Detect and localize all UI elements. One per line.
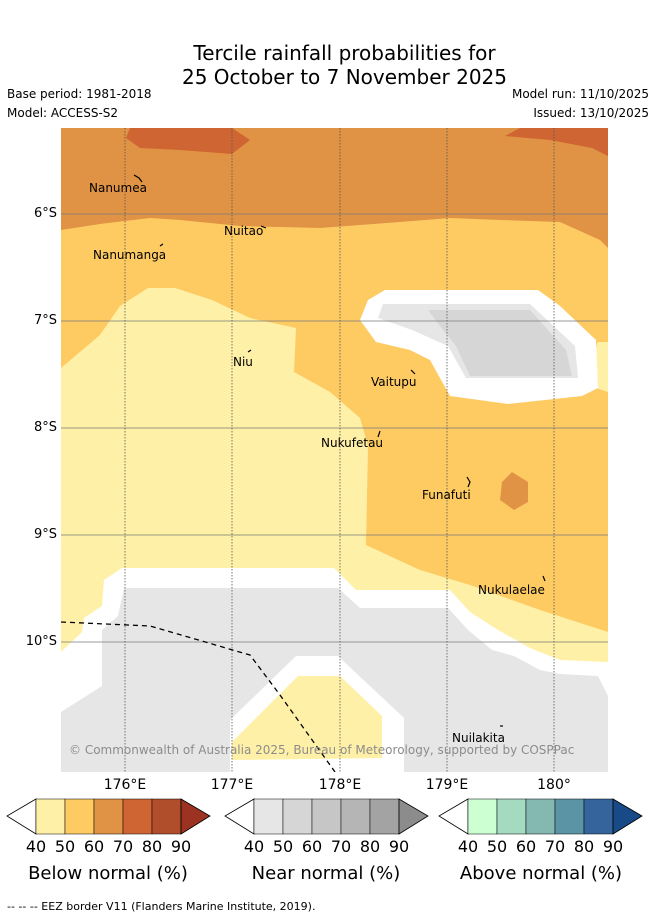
region-below-60-north <box>61 128 608 248</box>
colorbar-near-swatch-40 <box>253 798 284 835</box>
colorbar-below-swatch-50 <box>64 798 95 835</box>
island-label-vaitupu: Vaitupu <box>371 375 417 389</box>
colorbar-title-below: Below normal (%) <box>28 863 188 884</box>
colorbar-above-tick-50: 50 <box>486 837 508 856</box>
lon-label-179e: 179°E <box>425 777 469 793</box>
island-label-nanumea: Nanumea <box>89 181 147 195</box>
colorbar-above-min-extension <box>438 798 469 835</box>
colorbar-above-swatch-50 <box>496 798 527 835</box>
region-below-70-ne <box>505 128 608 156</box>
colorbar-near-tick-90: 90 <box>388 837 410 856</box>
lon-label-176e: 176°E <box>103 777 147 793</box>
lon-label-177e: 177°E <box>210 777 254 793</box>
colorbar-title-near: Near normal (%) <box>251 863 401 884</box>
lat-label-8s: 8°S <box>33 420 57 435</box>
colorbar-above-max-extension <box>612 798 643 835</box>
colorbar-above-swatch-60 <box>525 798 556 835</box>
island-label-nukufetau: Nukufetau <box>321 436 383 450</box>
rainfall-map: Nanumea Nuitao Nanumanga Niu Vaitupu Nuk… <box>61 128 608 772</box>
island-label-nukulaelae: Nukulaelae <box>478 583 545 597</box>
lat-label-6s: 6°S <box>33 206 57 221</box>
region-near-50-ne <box>428 310 572 376</box>
colorbar-near-tick-70: 70 <box>330 837 352 856</box>
colorbar-below-swatch-80 <box>151 798 182 835</box>
island-label-nanumanga: Nanumanga <box>93 248 166 262</box>
lon-label-180: 180° <box>537 777 571 793</box>
colorbar-below-min-extension <box>6 798 37 835</box>
colorbar-above-swatch-70 <box>554 798 585 835</box>
colorbars <box>6 798 643 835</box>
colorbar-near-tick-60: 60 <box>301 837 323 856</box>
model-run: Model run: 11/10/2025 <box>511 87 649 101</box>
colorbar-above-tick-60: 60 <box>515 837 537 856</box>
colorbar-near-swatch-70 <box>340 798 371 835</box>
lon-label-178e: 178°E <box>318 777 362 793</box>
island-nukufetau-shape <box>377 430 381 438</box>
eez-footnote: -- -- -- EEZ border V11 (Flanders Marine… <box>7 900 316 913</box>
colorbar-below-swatch-60 <box>93 798 124 835</box>
island-nanumea-shape <box>133 174 143 183</box>
colorbar-near-tick-50: 50 <box>272 837 294 856</box>
island-nuitao-shape <box>260 225 267 229</box>
colorbar-below-tick-80: 80 <box>141 837 163 856</box>
colorbar-below-max-extension <box>180 798 211 835</box>
colorbar-near-max-extension <box>398 798 429 835</box>
issued-date: Issued: 13/10/2025 <box>533 106 649 120</box>
island-niu-shape <box>247 349 252 353</box>
colorbar-above-tick-90: 90 <box>602 837 624 856</box>
lat-label-10s: 10°S <box>25 634 57 649</box>
colorbar-title-above: Above normal (%) <box>459 863 623 884</box>
colorbar-below-tick-60: 60 <box>83 837 105 856</box>
colorbar-near-swatch-80 <box>369 798 400 835</box>
island-nanumanga-shape <box>159 243 164 247</box>
base-period: Base period: 1981-2018 <box>7 87 152 101</box>
colorbar-below-tick-90: 90 <box>170 837 192 856</box>
region-below-40-south <box>232 676 382 760</box>
colorbar-near-tick-40: 40 <box>243 837 265 856</box>
colorbar-near-min-extension <box>224 798 255 835</box>
colorbar-below-tick-50: 50 <box>54 837 76 856</box>
chart-title-line2: 25 October to 7 November 2025 <box>181 65 508 89</box>
colorbar-near-swatch-50 <box>282 798 313 835</box>
island-funafuti-shape <box>466 476 471 488</box>
region-below-60-se <box>500 472 528 510</box>
colorbar-near-tick-80: 80 <box>359 837 381 856</box>
island-label-nuitao: Nuitao <box>224 224 263 238</box>
eez-border <box>61 621 336 772</box>
colorbar-below-tick-70: 70 <box>112 837 134 856</box>
colorbar-below-swatch-40 <box>35 798 66 835</box>
island-label-funafuti: Funafuti <box>422 488 471 502</box>
copyright-notice: © Commonwealth of Australia 2025, Bureau… <box>69 743 574 757</box>
lat-label-7s: 7°S <box>33 313 57 328</box>
colorbar-below-swatch-70 <box>122 798 153 835</box>
chart-title-line1: Tercile rainfall probabilities for <box>193 41 496 65</box>
colorbar-near-swatch-60 <box>311 798 342 835</box>
island-label-nuilakita: Nuilakita <box>452 731 505 745</box>
colorbar-above-swatch-40 <box>467 798 498 835</box>
colorbar-above-swatch-80 <box>583 798 614 835</box>
colorbar-above-tick-80: 80 <box>573 837 595 856</box>
island-label-niu: Niu <box>233 355 253 369</box>
colorbar-above-tick-70: 70 <box>544 837 566 856</box>
region-below-70-nw <box>126 128 250 154</box>
colorbar-below-tick-40: 40 <box>25 837 47 856</box>
lat-label-9s: 9°S <box>33 527 57 542</box>
colorbar-above-tick-40: 40 <box>457 837 479 856</box>
island-vaitupu-shape <box>410 369 416 375</box>
model-name: Model: ACCESS-S2 <box>7 106 119 120</box>
island-nukulaelae-shape <box>542 575 546 582</box>
